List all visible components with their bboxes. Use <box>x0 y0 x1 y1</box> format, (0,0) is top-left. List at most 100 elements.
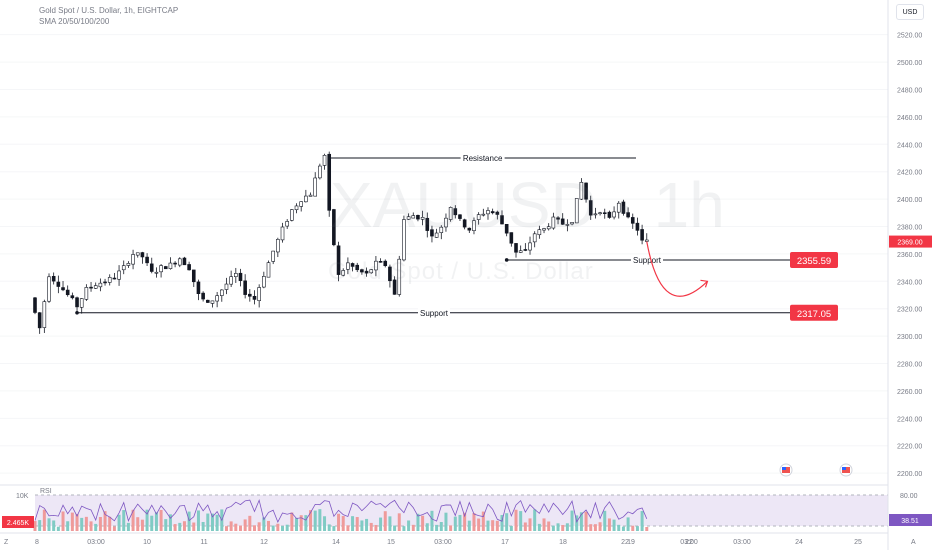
volume-bar <box>309 510 313 531</box>
candle <box>397 258 402 295</box>
candle <box>75 297 79 308</box>
candle <box>224 283 229 290</box>
candle <box>299 201 303 207</box>
candle <box>574 198 579 224</box>
auto-scale-button[interactable]: A <box>911 539 916 546</box>
price-tick-label: 2420.00 <box>897 170 922 177</box>
chart-title[interactable]: Gold Spot / U.S. Dollar, 1h, EIGHTCAP <box>39 6 179 15</box>
candle <box>33 297 37 313</box>
volume-bar <box>612 519 616 531</box>
candle <box>37 312 42 329</box>
volume-bar <box>206 513 210 531</box>
volume-bar <box>425 523 429 531</box>
volume-bar <box>537 523 541 531</box>
candle <box>458 214 462 219</box>
price-tick-label: 2380.00 <box>897 225 922 232</box>
volume-bar <box>66 521 70 531</box>
flag-canton <box>842 467 846 470</box>
volume-bar <box>281 525 285 531</box>
volume-bar <box>341 516 345 531</box>
volume-bar <box>182 521 186 531</box>
volume-bar <box>38 520 42 531</box>
volume-bar <box>435 524 439 531</box>
volume-bar <box>360 520 364 531</box>
candle <box>346 262 350 270</box>
volume-bar <box>463 512 467 531</box>
candle <box>121 265 126 271</box>
price-tick-label: 2320.00 <box>897 307 922 314</box>
indicator-legend[interactable]: SMA 20/50/100/200 <box>39 17 110 26</box>
volume-bar <box>229 521 233 531</box>
candle <box>131 254 135 265</box>
us-flag-icon[interactable] <box>839 463 853 477</box>
currency-button[interactable]: USD <box>896 4 924 20</box>
candle <box>518 250 523 253</box>
price-tick-label: 2500.00 <box>897 60 922 67</box>
volume-bar <box>84 516 88 531</box>
candle <box>290 209 294 221</box>
volume-bar <box>108 516 112 531</box>
volume-bar <box>528 518 532 531</box>
volume-bar <box>472 513 476 531</box>
us-flag-icon[interactable] <box>779 463 793 477</box>
volume-bar <box>52 520 56 531</box>
candle <box>560 218 565 225</box>
volume-bar <box>61 511 65 531</box>
volume-value: 2.465K <box>7 520 30 527</box>
current-price-value: 2369.00 <box>897 240 922 247</box>
rsi-upper-label: 80.00 <box>900 493 918 500</box>
candle <box>579 181 584 200</box>
label-bg <box>418 307 450 318</box>
candles <box>33 151 649 334</box>
candle <box>126 263 131 266</box>
volume-bar <box>444 512 448 531</box>
volume-bar <box>547 521 551 531</box>
candle <box>238 272 243 281</box>
volume-bar <box>136 517 140 531</box>
volume-bar <box>299 515 303 531</box>
rsi-label: RSI <box>40 488 52 495</box>
volume-bar <box>355 517 359 531</box>
candle <box>205 299 210 303</box>
volume-bar <box>42 509 46 531</box>
volume-bar <box>271 525 275 531</box>
zoom-button[interactable]: Z <box>4 539 9 546</box>
candle <box>56 281 61 287</box>
candle <box>528 242 532 251</box>
candle <box>304 195 308 203</box>
volume-bar <box>89 521 93 531</box>
volume-bar <box>122 510 126 531</box>
candle <box>168 262 173 269</box>
candle <box>182 257 187 266</box>
rsi-band <box>35 495 888 526</box>
candle <box>383 260 388 267</box>
candle <box>159 265 163 273</box>
candle <box>514 243 518 253</box>
candle <box>448 207 453 220</box>
candle <box>201 292 205 300</box>
candle <box>640 229 644 241</box>
candle <box>420 217 425 220</box>
time-tick-label: 19 <box>627 539 635 546</box>
candle <box>196 281 201 295</box>
volume-bar <box>201 521 205 531</box>
volume-bar <box>318 509 322 531</box>
volume-bar <box>589 524 593 531</box>
price-tag-bg <box>790 251 838 268</box>
time-tick-label: 18 <box>559 539 567 546</box>
volume-bar <box>252 525 256 531</box>
time-tick-label: 10 <box>143 539 151 546</box>
projection-arrow[interactable] <box>646 241 708 297</box>
candle <box>294 205 299 211</box>
volume-bar <box>337 513 341 531</box>
volume-bar <box>617 524 621 531</box>
candle <box>388 266 392 282</box>
candle <box>472 220 476 231</box>
volume-bar <box>224 526 228 531</box>
volume-bar <box>243 519 247 531</box>
candle <box>481 213 486 216</box>
support-label: Support <box>420 309 449 318</box>
candle <box>322 154 327 166</box>
